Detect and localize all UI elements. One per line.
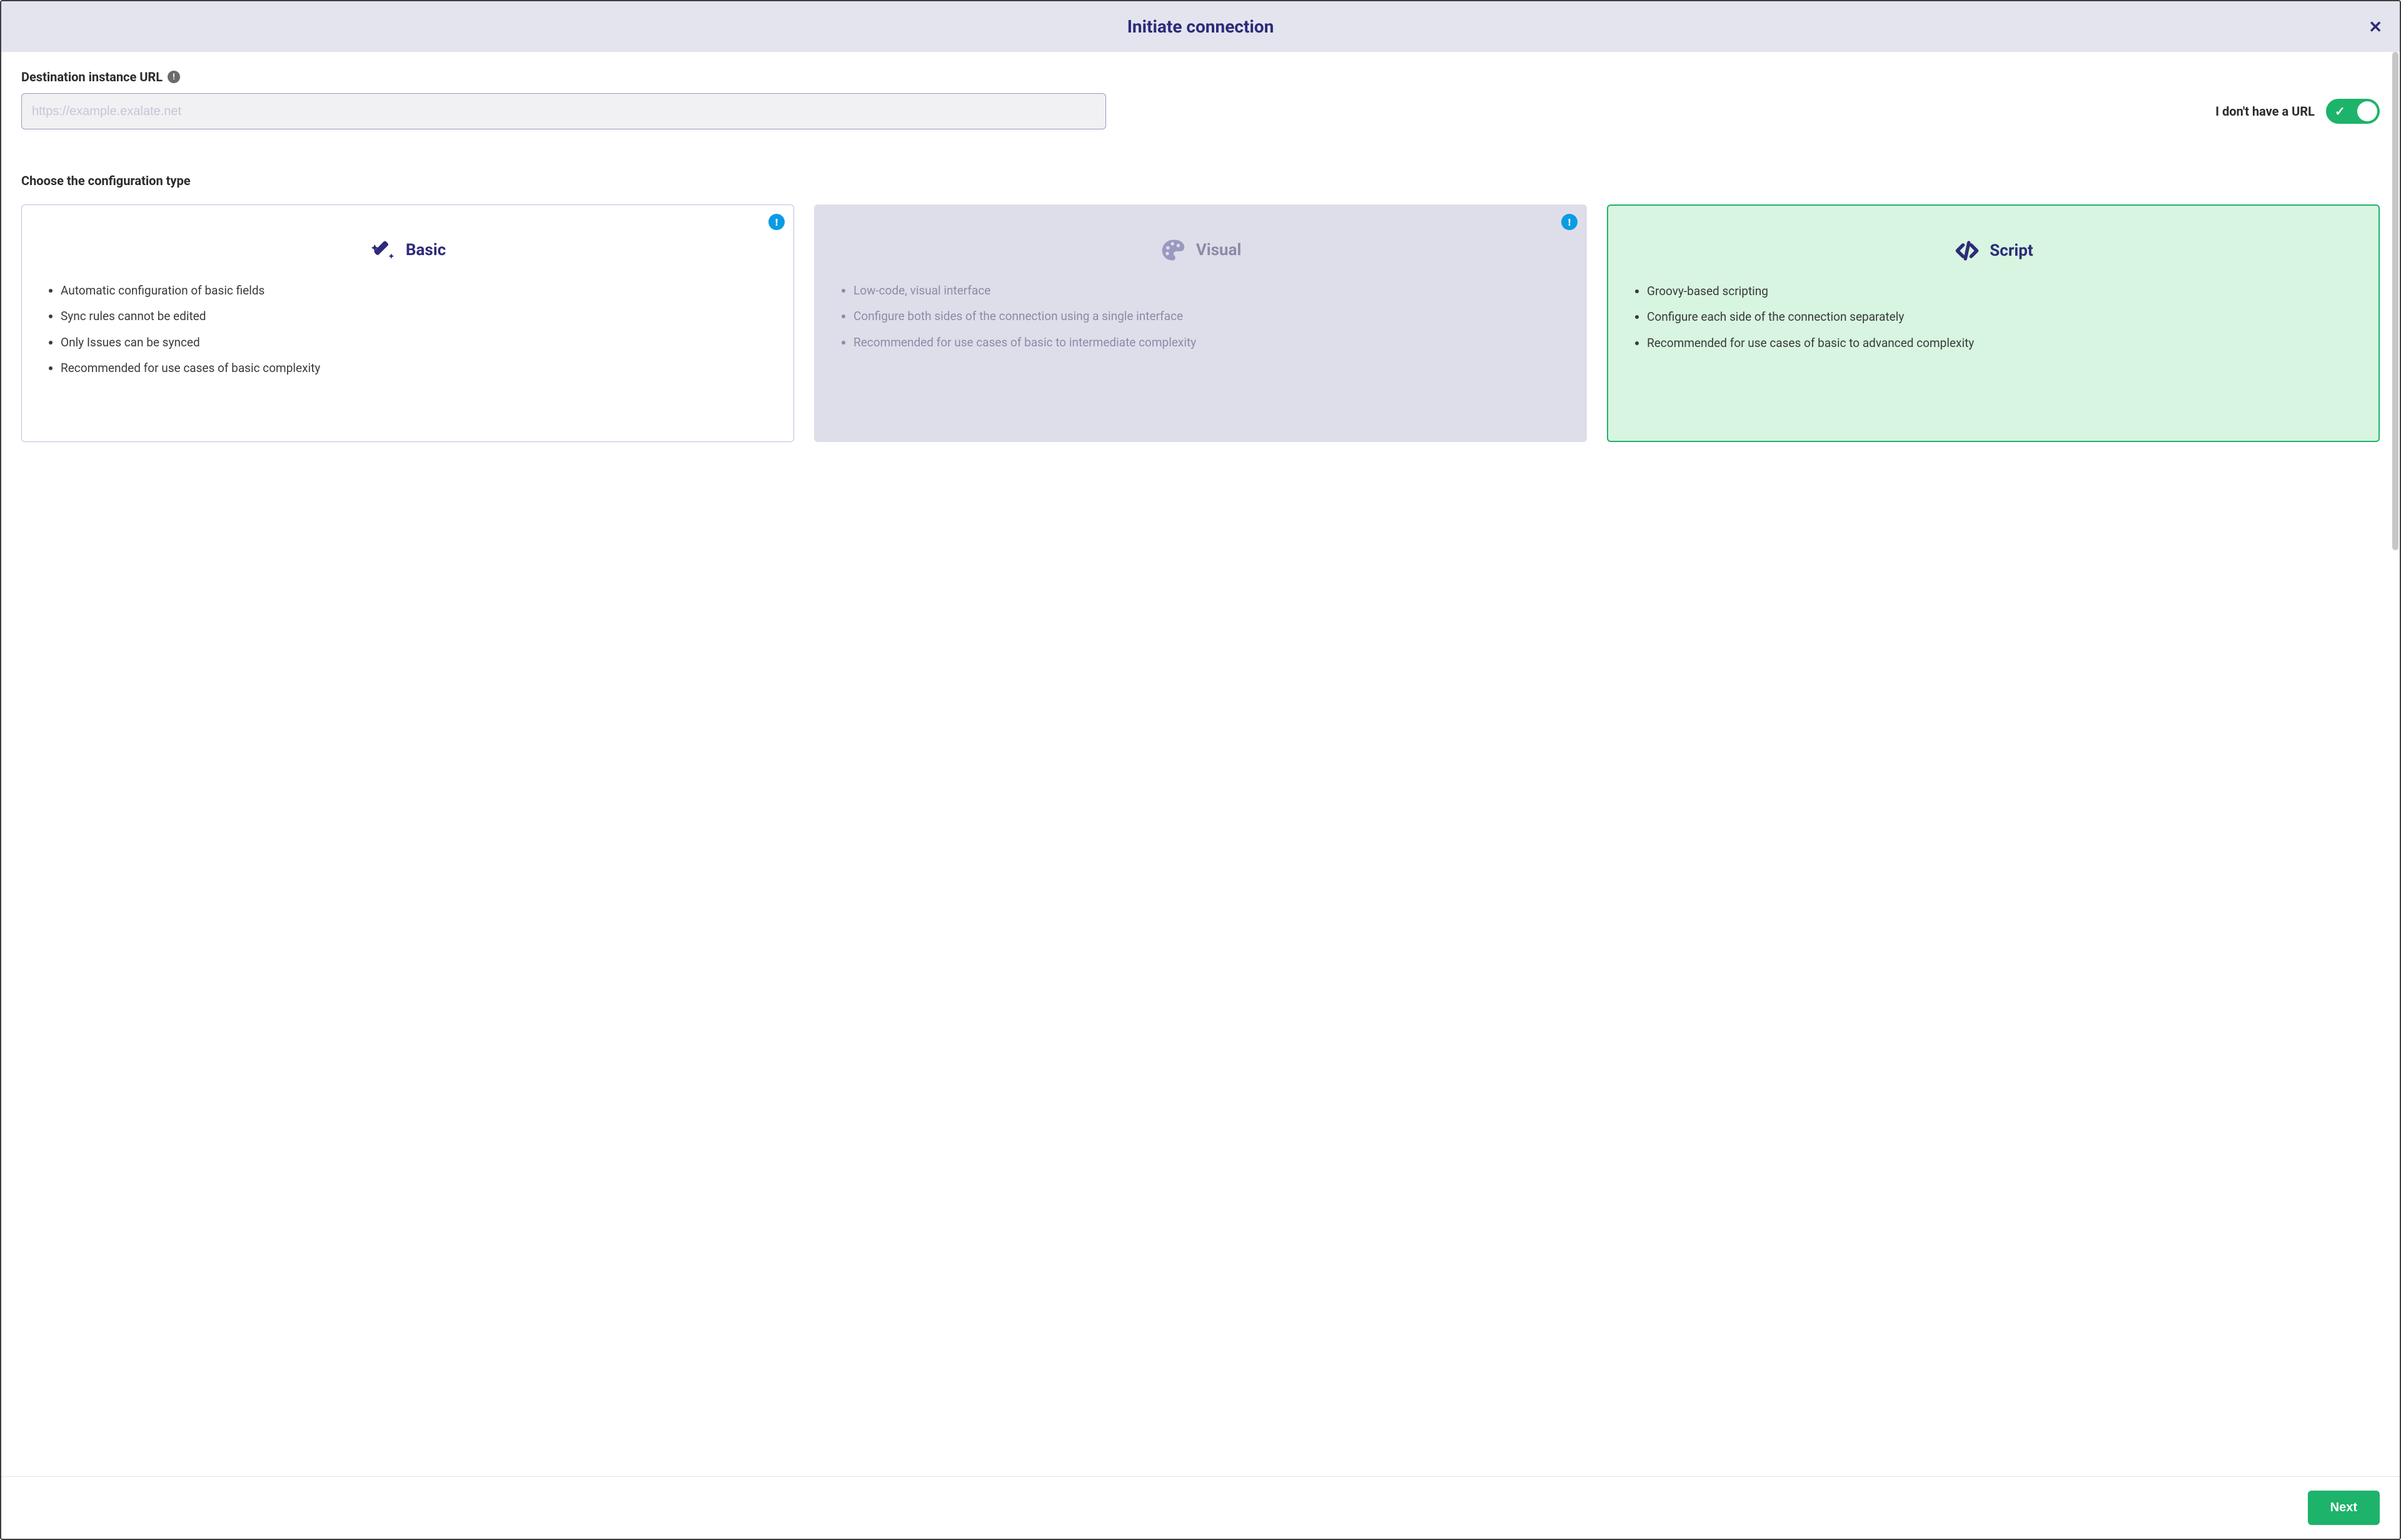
card-header: Visual xyxy=(828,236,1573,264)
destination-url-label: Destination instance URL xyxy=(21,69,163,84)
list-item: Low-code, visual interface xyxy=(853,281,1573,299)
config-card-script[interactable]: Script Groovy-based scripting Configure … xyxy=(1607,204,2380,442)
list-item: Recommended for use cases of basic to ad… xyxy=(1647,334,2365,352)
destination-url-label-row: Destination instance URL ! xyxy=(21,69,2380,84)
card-bullets: Groovy-based scripting Configure each si… xyxy=(1622,282,2365,352)
list-item: Sync rules cannot be edited xyxy=(61,307,780,325)
vertical-scrollbar[interactable] xyxy=(2392,52,2398,1476)
modal-body: Destination instance URL ! I don't have … xyxy=(1,52,2400,1476)
list-item: Only Issues can be synced xyxy=(61,333,780,351)
no-url-toggle[interactable]: ✓ xyxy=(2326,99,2380,124)
modal-title: Initiate connection xyxy=(1127,16,1274,37)
list-item: Recommended for use cases of basic compl… xyxy=(61,359,780,377)
list-item: Configure each side of the connection se… xyxy=(1647,308,2365,326)
config-type-title: Choose the configuration type xyxy=(21,173,2380,188)
config-cards: ! Basic Automatic configuration of basic… xyxy=(21,204,2380,442)
destination-url-input[interactable] xyxy=(21,93,1106,129)
next-button[interactable]: Next xyxy=(2308,1491,2380,1525)
card-title: Visual xyxy=(1196,241,1242,259)
close-icon: ✕ xyxy=(2368,18,2382,36)
check-icon: ✓ xyxy=(2335,104,2345,119)
info-icon[interactable]: ! xyxy=(168,71,180,83)
list-item: Automatic configuration of basic fields xyxy=(61,281,780,299)
card-header: Script xyxy=(1622,237,2365,264)
code-icon xyxy=(1953,237,1981,264)
info-badge-icon[interactable]: ! xyxy=(1561,214,1578,230)
card-bullets: Automatic configuration of basic fields … xyxy=(36,281,780,378)
modal-header: Initiate connection ✕ xyxy=(1,1,2400,52)
config-card-basic[interactable]: ! Basic Automatic configuration of basic… xyxy=(21,204,794,442)
wand-icon xyxy=(370,236,397,264)
initiate-connection-modal: Initiate connection ✕ Destination instan… xyxy=(0,0,2401,1540)
toggle-knob xyxy=(2357,101,2377,121)
close-button[interactable]: ✕ xyxy=(2368,19,2382,35)
no-url-toggle-group: I don't have a URL ✓ xyxy=(2215,99,2380,124)
scrollbar-thumb[interactable] xyxy=(2392,52,2398,550)
card-title: Script xyxy=(1990,241,2033,260)
palette-icon xyxy=(1160,236,1187,264)
card-bullets: Low-code, visual interface Configure bot… xyxy=(828,281,1573,351)
list-item: Groovy-based scripting xyxy=(1647,282,2365,300)
list-item: Configure both sides of the connection u… xyxy=(853,307,1573,325)
config-card-visual[interactable]: ! Visual Low-code, visual inte xyxy=(814,204,1587,442)
list-item: Recommended for use cases of basic to in… xyxy=(853,333,1573,351)
card-header: Basic xyxy=(36,236,780,264)
card-title: Basic xyxy=(406,241,446,259)
modal-footer: Next xyxy=(1,1476,2400,1539)
no-url-toggle-label: I don't have a URL xyxy=(2215,104,2315,119)
info-badge-icon[interactable]: ! xyxy=(768,214,785,230)
url-row: I don't have a URL ✓ xyxy=(21,93,2380,129)
